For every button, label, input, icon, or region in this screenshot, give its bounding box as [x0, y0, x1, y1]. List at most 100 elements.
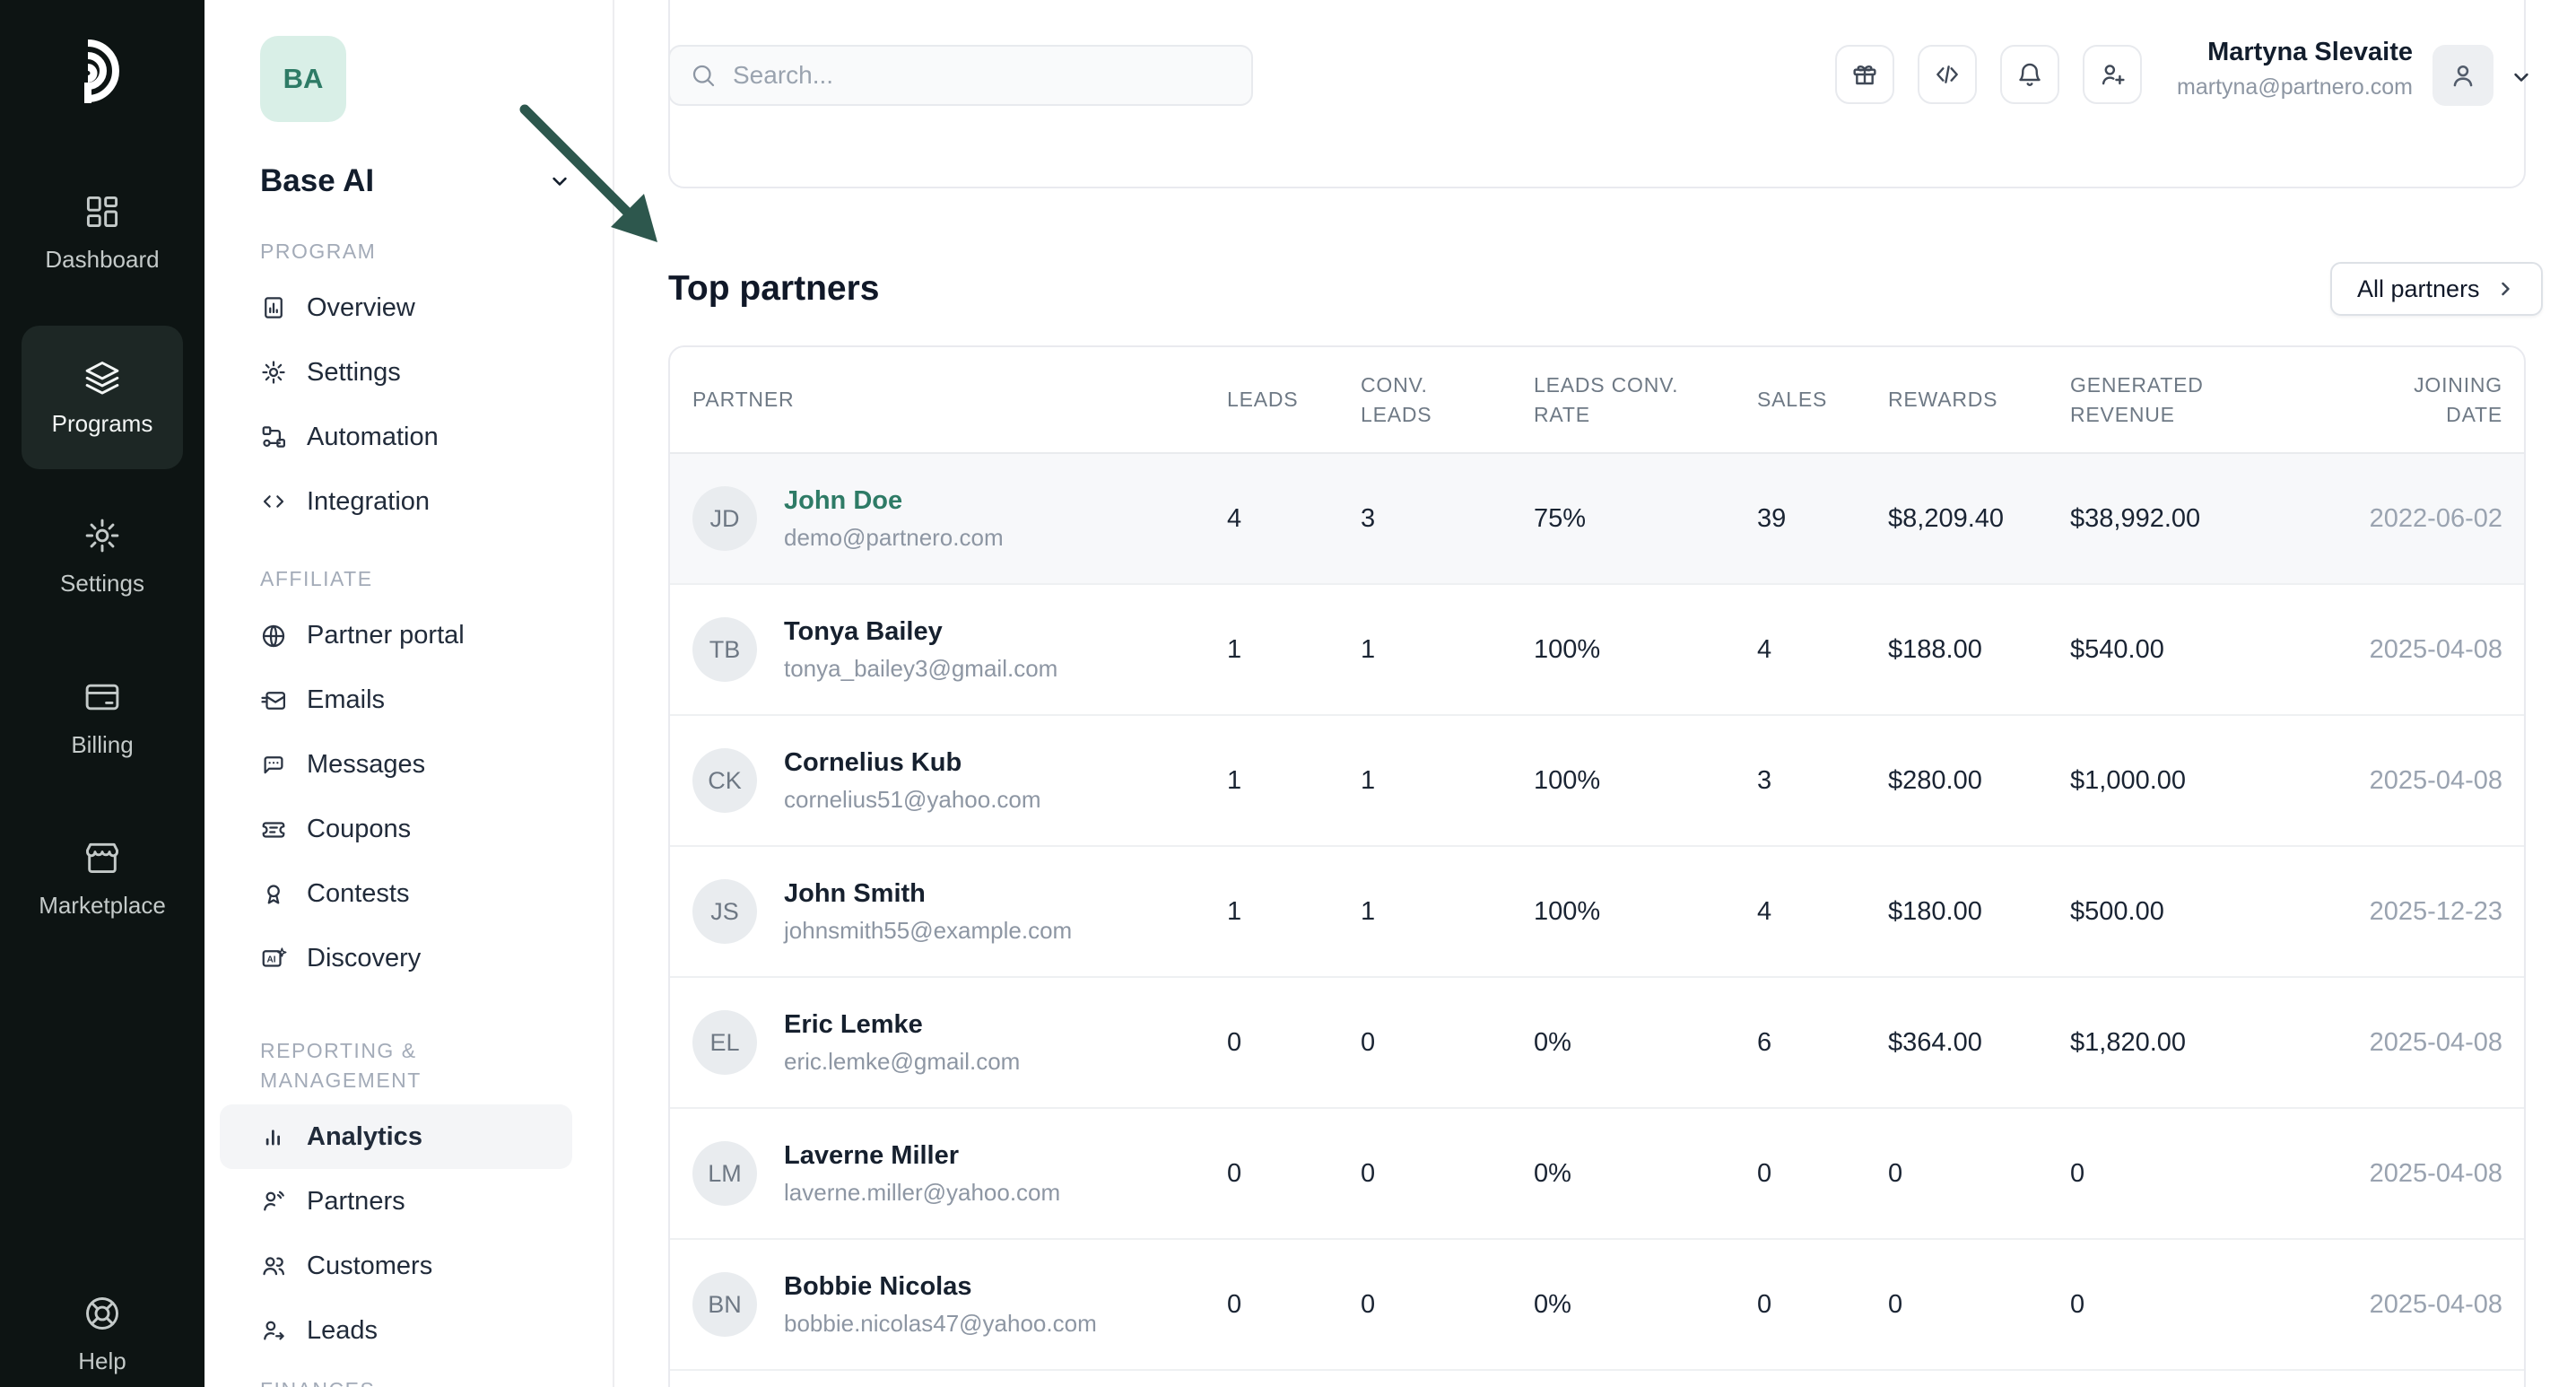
sidebar-item-label: Integration — [307, 486, 431, 516]
conv-rate-value: 0% — [1534, 1027, 1571, 1057]
globe-icon — [262, 624, 285, 647]
conv-rate-value: 100% — [1534, 634, 1601, 664]
avatar: EL — [692, 1010, 757, 1075]
conv-rate-value: 75% — [1534, 503, 1587, 533]
leads-value: 4 — [1227, 503, 1242, 533]
table-row[interactable]: CK Cornelius Kub cornelius51@yahoo.com 1… — [670, 716, 2524, 847]
dashboard-grid-icon — [86, 196, 118, 228]
person-arrow-icon — [264, 1321, 284, 1340]
sidebar-item-label: Partner portal — [307, 621, 465, 650]
search-input[interactable] — [731, 60, 1231, 91]
table-row[interactable]: LM Laverne Miller laverne.miller@yahoo.c… — [670, 1109, 2524, 1240]
partner-name[interactable]: Cornelius Kub — [784, 747, 962, 777]
partner-email: johnsmith55@example.com — [784, 916, 1073, 944]
sidebar-item-coupons[interactable]: Coupons — [220, 798, 572, 862]
conv-leads-value: 0 — [1361, 1027, 1376, 1057]
top-partners-table: Partner Leads Conv. Leads Leads Conv. Ra… — [668, 345, 2526, 1387]
program-badge[interactable]: BA — [260, 36, 346, 122]
rewards-value: $180.00 — [1888, 896, 1982, 926]
sidebar-item-label: Customers — [307, 1251, 433, 1280]
sidebar-item-partners[interactable]: Partners — [220, 1169, 572, 1234]
program-switcher[interactable]: Base AI — [260, 163, 572, 199]
section-title-program: PROGRAM — [260, 240, 377, 263]
gear-icon — [262, 361, 285, 384]
table-row[interactable]: JD John Doe demo@partnero.com 4 3 75% 39… — [670, 454, 2524, 585]
main-content: Martyna Slevaite martyna@partnero.com To… — [614, 0, 2576, 1387]
search-box[interactable] — [668, 45, 1253, 106]
joining-date-value: 2025-04-08 — [2369, 1289, 2502, 1319]
sales-value: 6 — [1757, 1027, 1772, 1057]
avatar: TB — [692, 617, 757, 682]
program-sidebar: BA Base AI PROGRAM Overview Settings Aut… — [205, 0, 614, 1387]
notifications-button[interactable] — [2000, 45, 2059, 104]
joining-date-value: 2025-04-08 — [2369, 765, 2502, 795]
invite-user-button[interactable] — [2083, 45, 2142, 104]
sidebar-item-program-settings[interactable]: Settings — [220, 340, 572, 405]
leads-value: 1 — [1227, 896, 1242, 926]
rewards-value: $364.00 — [1888, 1027, 1982, 1057]
person-signal-icon — [264, 1191, 284, 1211]
sidebar-item-dashboard[interactable]: Dashboard — [0, 192, 205, 274]
sidebar-item-partner-portal[interactable]: Partner portal — [220, 604, 572, 668]
sidebar-item-discovery[interactable]: AI Discovery — [220, 927, 572, 991]
section-title-affiliate: AFFILIATE — [260, 567, 373, 591]
partner-email: cornelius51@yahoo.com — [784, 785, 1041, 813]
sidebar-item-marketplace[interactable]: Marketplace — [0, 838, 205, 920]
conv-leads-value: 0 — [1361, 1289, 1376, 1319]
chat-bubble-icon — [264, 755, 283, 773]
conv-rate-value: 0% — [1534, 1289, 1571, 1319]
sidebar-item-overview[interactable]: Overview — [220, 275, 572, 340]
sidebar-item-programs[interactable]: Programs — [22, 326, 183, 469]
sidebar-item-leads[interactable]: Leads — [220, 1298, 572, 1363]
rewards-button[interactable] — [1835, 45, 1894, 104]
sidebar-item-contests[interactable]: Contests — [220, 862, 572, 927]
table-row[interactable]: EL Eric Lemke eric.lemke@gmail.com 0 0 0… — [670, 978, 2524, 1109]
col-leads: Leads — [1227, 388, 1299, 412]
user-info: Martyna Slevaite martyna@partnero.com — [2177, 38, 2413, 100]
all-partners-button[interactable]: All partners — [2330, 262, 2543, 316]
partner-name[interactable]: Laverne Miller — [784, 1140, 960, 1170]
table-header-row: Partner Leads Conv. Leads Leads Conv. Ra… — [670, 347, 2524, 454]
sidebar-item-label: Overview — [307, 292, 415, 322]
revenue-value: 0 — [2070, 1158, 2085, 1188]
col-partner: Partner — [692, 388, 795, 412]
partner-name-link[interactable]: John Doe — [784, 485, 903, 515]
layers-icon — [85, 361, 119, 395]
partner-name[interactable]: Bobbie Nicolas — [784, 1271, 972, 1301]
table-row[interactable]: JS John Smith johnsmith55@example.com 1 … — [670, 847, 2524, 978]
chevron-down-icon — [2514, 73, 2528, 82]
developer-button[interactable] — [1918, 45, 1977, 104]
sidebar-item-billing[interactable]: Billing — [0, 677, 205, 759]
ticket-icon — [262, 822, 285, 838]
sidebar-item-settings[interactable]: Settings — [0, 516, 205, 598]
sidebar-item-label: Billing — [71, 731, 134, 758]
sidebar-item-label: Messages — [307, 750, 426, 780]
sidebar-item-analytics[interactable]: Analytics — [220, 1104, 572, 1170]
user-avatar[interactable] — [2432, 45, 2493, 106]
leads-value: 1 — [1227, 765, 1242, 795]
envelope-icon — [261, 691, 285, 710]
avatar: JS — [692, 879, 757, 944]
chevron-right-icon — [2501, 282, 2510, 296]
table-row[interactable]: BN Bobbie Nicolas bobbie.nicolas47@yahoo… — [670, 1240, 2524, 1371]
leads-value: 1 — [1227, 634, 1242, 664]
table-row[interactable]: TB Tonya Bailey tonya_bailey3@gmail.com … — [670, 585, 2524, 716]
sidebar-item-integration[interactable]: Integration — [220, 469, 572, 534]
sidebar-item-emails[interactable]: Emails — [220, 668, 572, 733]
section-title-reporting: REPORTING & MANAGEMENT — [260, 1038, 422, 1093]
user-menu-chevron[interactable] — [2509, 65, 2534, 90]
sidebar-item-messages[interactable]: Messages — [220, 733, 572, 798]
conv-rate-value: 100% — [1534, 765, 1601, 795]
partnero-logo-icon[interactable] — [79, 38, 122, 109]
sidebar-item-label: Settings — [60, 570, 144, 597]
revenue-value: 0 — [2070, 1289, 2085, 1319]
col-conv-leads: Conv. Leads — [1361, 373, 1432, 426]
avatar: CK — [692, 748, 757, 813]
col-sales: Sales — [1757, 388, 1828, 412]
sidebar-item-customers[interactable]: Customers — [220, 1234, 572, 1298]
partner-name[interactable]: John Smith — [784, 878, 926, 908]
partner-name[interactable]: Tonya Bailey — [784, 616, 943, 646]
sidebar-item-help[interactable]: Help — [0, 1294, 205, 1375]
partner-name[interactable]: Eric Lemke — [784, 1009, 923, 1039]
sidebar-item-automation[interactable]: Automation — [220, 405, 572, 469]
